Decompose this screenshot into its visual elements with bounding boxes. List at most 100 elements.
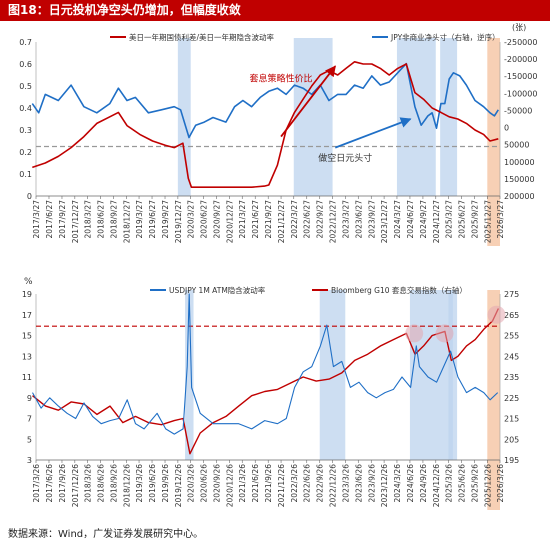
x-tick-label: 2019/3/27 — [135, 200, 144, 239]
x-tick-label: 2021/9/27 — [264, 200, 273, 239]
x-tick-label: 2024/3/26 — [393, 464, 402, 503]
highlight-period — [487, 38, 500, 246]
highlight-period — [487, 290, 500, 510]
highlight-circle-2 — [487, 305, 506, 324]
x-tick-label: 2022/9/26 — [316, 464, 325, 503]
x-tick-label: 2022/3/27 — [290, 200, 299, 239]
x-tick-label: 2022/12/26 — [329, 464, 338, 507]
x-tick-label: 2017/9/26 — [58, 464, 67, 503]
x-tick-label: 2019/6/27 — [148, 200, 157, 239]
y-right-tick-label: 255 — [504, 332, 519, 341]
shaded-period-3 — [448, 290, 458, 460]
x-tick-label: 2023/12/26 — [380, 464, 389, 507]
x-tick-label: 2018/3/26 — [84, 464, 93, 503]
x-tick-label: 2017/12/26 — [71, 464, 80, 507]
x-tick-label: 2024/12/27 — [432, 200, 441, 243]
x-tick-label: 2018/6/27 — [97, 200, 106, 239]
highlight-circle-1 — [435, 324, 454, 343]
x-tick-label: 2020/9/27 — [213, 200, 222, 239]
x-tick-label: 2020/3/27 — [187, 200, 196, 239]
y-left-tick-label: 15 — [22, 332, 32, 341]
panel-top: 0 0.1 0.2 0.3 0.4 0.5 0.6 0.7 -250000 -200000 -150… — [19, 23, 537, 246]
y-right-tick-label: 265 — [504, 311, 519, 320]
shaded-period-2 — [409, 290, 453, 460]
x-tick-label: 2019/3/26 — [135, 464, 144, 503]
y-right-tick-label: 225 — [504, 394, 519, 403]
x-tick-label: 2020/12/27 — [226, 200, 235, 243]
series-usdjpy-implied-vol — [32, 293, 499, 435]
y-left-tick-label: 0 — [27, 192, 32, 201]
legend-label-0: USDJPY 1M ATM隐含波动率 — [169, 285, 266, 295]
x-tick-label: 2021/6/27 — [251, 200, 260, 239]
x-tick-label: 2022/3/26 — [290, 464, 299, 503]
x-tick-label: 2025/6/26 — [457, 464, 466, 503]
x-tick-label: 2020/6/27 — [200, 200, 209, 239]
x-tick-label: 2021/12/26 — [277, 464, 286, 507]
x-tick-label: 2022/6/26 — [303, 464, 312, 503]
figure-title: 图18：日元投机净空头仍增加，但幅度收敛 — [0, 0, 550, 21]
legend-label-0: 美日一年期国债利差/美日一年期隐含波动率 — [129, 32, 275, 42]
x-tick-label: 2020/3/26 — [187, 464, 196, 503]
highlight-circle-0 — [405, 324, 424, 343]
y-right-tick-label: 0 — [504, 124, 509, 133]
x-tick-label: 2017/6/27 — [45, 200, 54, 239]
x-tick-label: 2025/9/27 — [470, 200, 479, 239]
annotation-arrow-0 — [280, 65, 336, 138]
x-tick-label: 2020/9/26 — [213, 464, 222, 503]
x-tick-label: 2018/12/26 — [122, 464, 131, 507]
x-tick-label: 2018/6/26 — [97, 464, 106, 503]
y-right-unit: (张) — [512, 23, 526, 32]
x-tick-label: 2017/9/27 — [58, 200, 67, 239]
shaded-period-0 — [177, 38, 191, 196]
y-left-tick-label: 9 — [27, 394, 32, 403]
y-right-tick-label: 100000 — [504, 158, 535, 167]
y-left-tick-label: 3 — [27, 456, 32, 465]
x-tick-label: 2026/3/27 — [496, 200, 505, 239]
x-tick-label: 2023/3/27 — [341, 200, 350, 239]
y-left-tick-label: 0.4 — [19, 104, 32, 113]
shaded-period-2 — [396, 38, 436, 196]
y-left-tick-label: 7 — [27, 415, 32, 424]
y-left-tick-label: 19 — [22, 290, 32, 299]
x-tick-label: 2019/12/27 — [174, 200, 183, 243]
x-tick-label: 2019/12/26 — [174, 464, 183, 507]
y-right-tick-label: 245 — [504, 352, 519, 361]
y-left-tick-label: 0.1 — [19, 170, 32, 179]
y-right-tick-label: 50000 — [504, 141, 529, 150]
shaded-period-0 — [185, 290, 194, 460]
x-tick-label: 2020/12/26 — [226, 464, 235, 507]
y-left-tick-label: 0.2 — [19, 148, 32, 157]
x-tick-label: 2022/6/27 — [303, 200, 312, 239]
annotation-arrow-1 — [334, 117, 412, 149]
y-left-tick-label: 0.3 — [19, 126, 32, 135]
x-tick-label: 2017/12/27 — [71, 200, 80, 243]
series-spread-vol-ratio — [32, 61, 499, 188]
series-jpy-net-position — [31, 62, 499, 139]
x-tick-label: 2022/12/27 — [329, 200, 338, 243]
legend-label-1: Bloomberg G10 套息交易指数（右轴） — [331, 285, 467, 295]
annotation-label-1: 做空日元头寸 — [318, 152, 372, 164]
x-tick-label: 2018/9/27 — [109, 200, 118, 239]
x-tick-label: 2021/12/27 — [277, 200, 286, 243]
x-tick-label: 2020/6/26 — [200, 464, 209, 503]
figure-source: 数据来源：Wind，广发证券发展研究中心。 — [8, 529, 204, 540]
annotation-label-0: 套息策略性价比 — [250, 73, 313, 85]
y-left-tick-label: 0.6 — [19, 60, 32, 69]
y-right-tick-label: 205 — [504, 435, 519, 444]
y-right-tick-label: -250000 — [504, 38, 537, 47]
x-tick-label: 2025/3/26 — [444, 464, 453, 503]
x-tick-label: 2025/3/27 — [444, 200, 453, 239]
x-tick-label: 2018/9/26 — [109, 464, 118, 503]
y-right-tick-label: 235 — [504, 373, 519, 382]
x-tick-label: 2017/3/26 — [32, 464, 41, 503]
x-tick-label: 2018/12/27 — [122, 200, 131, 243]
x-tick-label: 2018/3/27 — [84, 200, 93, 239]
x-tick-label: 2021/6/26 — [251, 464, 260, 503]
y-left-tick-label: 0.5 — [19, 82, 32, 91]
y-left-tick-label: 5 — [27, 435, 32, 444]
x-tick-label: 2019/9/26 — [161, 464, 170, 503]
x-tick-label: 2021/9/26 — [264, 464, 273, 503]
x-tick-label: 2024/9/26 — [419, 464, 428, 503]
y-left-tick-label: 17 — [22, 311, 32, 320]
